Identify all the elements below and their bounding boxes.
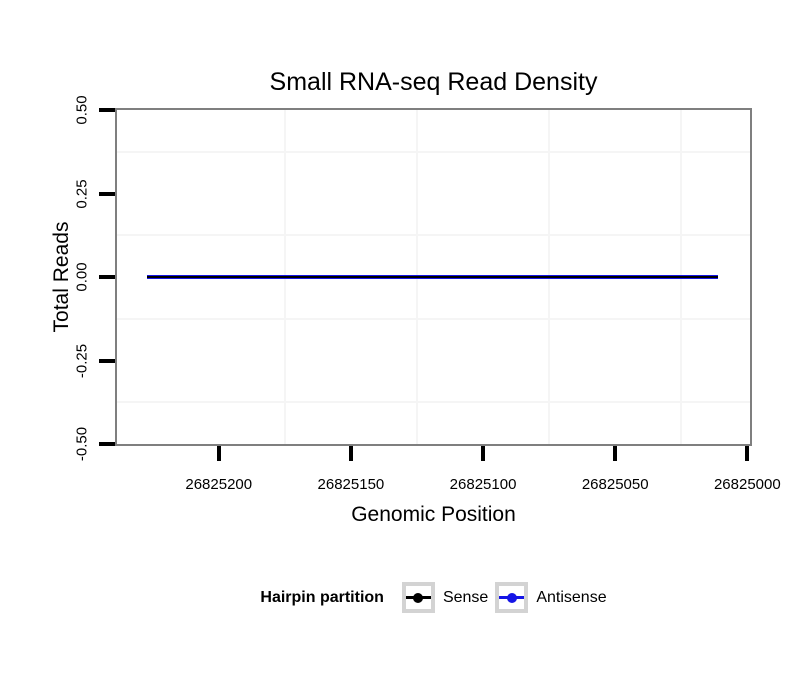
y-tick-label: 0.00 [73, 262, 91, 292]
x-axis-tick [216, 446, 221, 461]
legend-item-antisense: Antisense [495, 582, 607, 613]
x-tick-label: 26825150 [317, 476, 385, 493]
x-axis-tick [613, 446, 618, 461]
legend-key-box [495, 582, 529, 613]
gridline-minor-h [117, 150, 750, 153]
legend-item-sense: Sense [401, 582, 489, 613]
y-tick-label: -0.25 [73, 343, 91, 378]
series-line-sense [147, 276, 719, 278]
legend-title: Hairpin partition [260, 588, 384, 606]
legend: Hairpin partition Sense Antisense [115, 581, 752, 614]
x-tick-label: 26825100 [449, 476, 517, 493]
x-axis-tick [481, 446, 486, 461]
legend-item-label: Antisense [536, 588, 607, 606]
y-tick-label: -0.50 [73, 426, 91, 462]
y-axis-tick [99, 442, 115, 446]
chart-title: Small RNA-seq Read Density [269, 68, 598, 96]
y-axis-tick [99, 358, 115, 363]
y-axis-title: Total Reads [50, 221, 73, 333]
x-tick-label: 26825050 [581, 476, 649, 493]
legend-items: Sense Antisense [401, 582, 607, 613]
y-axis-tick [99, 275, 115, 279]
plot-panel [115, 108, 752, 446]
legend-key-point-icon [413, 592, 424, 603]
legend-item-label: Sense [442, 588, 489, 606]
x-axis-title: Genomic Position [351, 503, 516, 526]
legend-key-box [401, 582, 435, 613]
gridline-minor-h [117, 317, 750, 320]
x-tick-label: 26825200 [185, 476, 253, 493]
x-axis-tick [745, 446, 750, 461]
y-tick-label: 0.25 [73, 178, 91, 209]
y-axis-tick [99, 108, 115, 112]
legend-key-point-icon [506, 592, 517, 603]
y-tick-label: 0.50 [73, 95, 91, 125]
x-tick-label: 26825000 [713, 476, 781, 493]
y-axis-tick [99, 191, 115, 196]
gridline-minor-h [117, 401, 750, 404]
x-axis-tick [348, 446, 353, 461]
gridline-minor-h [117, 234, 750, 237]
